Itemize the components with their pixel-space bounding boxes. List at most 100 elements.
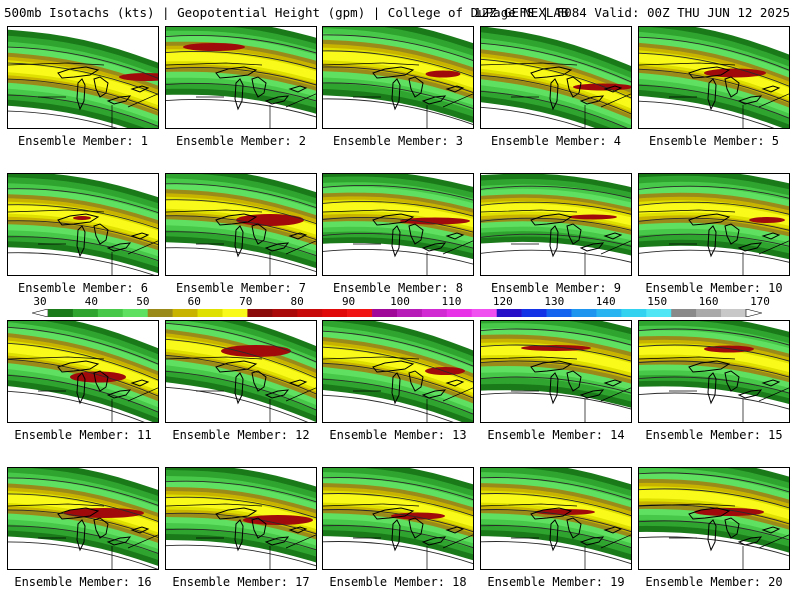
great-lakes-outline: [106, 242, 132, 252]
height-contour: [481, 493, 631, 517]
great-lakes-outline: [530, 66, 573, 79]
height-contour: [323, 525, 473, 549]
colorbar-segment: [172, 309, 198, 317]
jet-maximum: [749, 217, 785, 223]
great-lakes-outline: [93, 517, 109, 539]
isotach-contour-field: [481, 27, 631, 128]
colorbar-tick-label: 110: [441, 295, 462, 308]
ensemble-member-label: Ensemble Member: 7: [175, 281, 307, 295]
jet-maximum: [70, 371, 126, 383]
border-lines: [8, 356, 158, 422]
colorbar-max-arrow: [745, 309, 762, 317]
jet-maximum: [243, 515, 313, 525]
ensemble-member-map: [7, 320, 159, 423]
border-lines: [481, 503, 631, 569]
height-contour: [166, 338, 316, 379]
great-lakes-outline: [391, 372, 401, 405]
great-lakes-outline: [688, 213, 731, 226]
height-contour: [639, 344, 789, 362]
height-contour: [323, 82, 473, 109]
ensemble-member-label: Ensemble Member: 17: [172, 575, 310, 589]
great-lakes-outline: [264, 389, 290, 399]
height-contour: [8, 342, 158, 381]
height-contour: [323, 493, 473, 517]
height-contour: [166, 183, 316, 209]
colorbar-tick-label: 50: [136, 295, 150, 308]
great-lakes-outline: [603, 85, 623, 93]
colorbar-segment: [347, 309, 373, 317]
colorbar-segment: [247, 309, 273, 317]
colorbar-segment: [496, 309, 522, 317]
isotach-contour-field: [323, 468, 473, 569]
ensemble-member-map: [165, 173, 317, 276]
isotach-contour-field: [323, 174, 473, 275]
colorbar-tick-label: 160: [698, 295, 719, 308]
colorbar-segment: [546, 309, 572, 317]
header-valid-time: 12Z GEFS | F084 Valid: 00Z THU JUN 12 20…: [473, 5, 790, 20]
great-lakes-outline: [724, 223, 740, 245]
isotach-contour-field: [166, 321, 316, 422]
great-lakes-outline: [288, 232, 308, 240]
colorbar-segment: [97, 309, 124, 317]
isotach-contour-field: [8, 174, 158, 275]
height-contour: [323, 541, 473, 565]
great-lakes-outline: [445, 526, 465, 534]
great-lakes-outline: [76, 225, 86, 258]
colorbar-segment: [197, 309, 223, 317]
ensemble-member-label: Ensemble Member: 3: [332, 134, 464, 148]
border-lines: [166, 356, 316, 422]
great-lakes-outline: [76, 78, 86, 111]
height-contour: [8, 358, 158, 397]
great-lakes-outline: [688, 66, 731, 79]
height-contour: [166, 51, 316, 70]
jet-maximum: [521, 345, 591, 351]
colorbar-segment: [671, 309, 697, 317]
great-lakes-outline: [106, 389, 132, 399]
isotach-band: [481, 203, 631, 226]
height-contour: [481, 217, 631, 231]
great-lakes-outline: [288, 379, 308, 387]
height-contour: [8, 46, 158, 79]
great-lakes-outline: [421, 95, 447, 105]
isotach-contour-field: [166, 174, 316, 275]
isotach-contour-field: [8, 468, 158, 569]
isotach-contour-field: [8, 321, 158, 422]
border-lines: [323, 209, 473, 275]
great-lakes-outline: [761, 85, 781, 93]
colorbar-segment: [297, 309, 323, 317]
ensemble-member-label: Ensemble Member: 6: [17, 281, 149, 295]
isotach-contour-field: [639, 27, 789, 128]
colorbar-tick-label: 130: [544, 295, 565, 308]
height-contour: [8, 390, 145, 422]
great-lakes-outline: [76, 519, 86, 552]
great-lakes-outline: [215, 66, 258, 79]
great-lakes-outline: [707, 78, 717, 111]
great-lakes-outline: [408, 517, 424, 539]
colorbar-tick-label: 150: [647, 295, 668, 308]
isotach-band: [639, 489, 789, 520]
colorbar-min-arrow: [32, 309, 49, 317]
great-lakes-outline: [566, 76, 582, 98]
isotach-contour-field: [8, 29, 158, 128]
isotach-band: [8, 63, 158, 106]
great-lakes-outline: [234, 78, 244, 111]
height-contour: [639, 472, 789, 493]
height-contour: [166, 322, 316, 363]
height-contour: [166, 544, 316, 567]
height-contour: [481, 42, 631, 83]
great-lakes-outline: [724, 76, 740, 98]
colorbar-segment: [621, 309, 647, 317]
height-contour: [323, 477, 473, 501]
colorbar-segment: [571, 309, 597, 317]
isotach-contour-field: [639, 321, 789, 422]
ensemble-member-label: Ensemble Member: 20: [645, 575, 783, 589]
colorbar-segment: [471, 309, 498, 317]
border-lines: [481, 356, 631, 422]
great-lakes-outline: [549, 372, 559, 405]
height-contour: [323, 34, 473, 61]
great-lakes-outline: [530, 360, 573, 373]
height-contour: [639, 52, 789, 87]
jet-maximum: [425, 70, 461, 78]
great-lakes-outline: [57, 66, 100, 79]
colorbar-tick-label: 120: [492, 295, 513, 308]
